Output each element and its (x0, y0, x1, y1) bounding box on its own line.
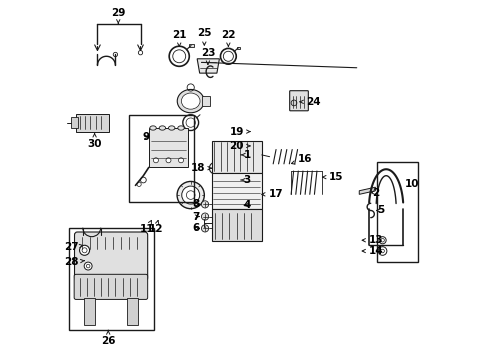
Text: 27: 27 (64, 242, 82, 252)
Circle shape (201, 201, 208, 208)
Circle shape (140, 177, 146, 183)
Text: 4: 4 (243, 200, 250, 210)
Ellipse shape (177, 89, 203, 113)
Text: 16: 16 (291, 154, 312, 164)
Circle shape (165, 158, 171, 163)
Ellipse shape (178, 126, 184, 130)
Text: 19: 19 (229, 127, 249, 136)
Bar (376, 162, 418, 262)
Text: 2: 2 (370, 188, 378, 198)
Bar (236, 46, 240, 49)
Bar (126, 298, 137, 324)
Text: 9: 9 (142, 132, 149, 142)
Text: 26: 26 (101, 330, 115, 346)
Text: 12: 12 (148, 220, 163, 234)
Circle shape (182, 186, 199, 204)
Bar (129, 116, 193, 202)
Text: 20: 20 (229, 141, 249, 151)
Text: 18: 18 (190, 163, 211, 173)
Text: 25: 25 (197, 28, 211, 45)
Bar (211, 140, 261, 173)
FancyBboxPatch shape (289, 91, 308, 111)
Text: 13: 13 (362, 235, 383, 245)
Circle shape (137, 182, 141, 186)
Polygon shape (359, 187, 375, 194)
Text: 15: 15 (322, 172, 343, 182)
Text: 30: 30 (87, 133, 102, 149)
Text: 1: 1 (241, 150, 250, 160)
Text: 23: 23 (200, 48, 215, 64)
FancyBboxPatch shape (74, 232, 147, 281)
Ellipse shape (159, 126, 165, 130)
Text: 10: 10 (404, 179, 419, 189)
Bar (76, 114, 109, 132)
Text: 11: 11 (140, 220, 154, 234)
Text: 28: 28 (64, 257, 84, 267)
Circle shape (201, 213, 208, 220)
Circle shape (378, 237, 386, 244)
Bar (202, 96, 210, 107)
Circle shape (80, 245, 89, 255)
Text: 14: 14 (362, 246, 383, 256)
Text: 24: 24 (300, 97, 320, 107)
Bar (70, 117, 78, 128)
Text: 21: 21 (172, 30, 186, 46)
Bar (211, 209, 261, 241)
Circle shape (177, 181, 204, 209)
Bar (189, 44, 193, 47)
Bar (83, 298, 94, 324)
Text: 22: 22 (221, 30, 235, 46)
Circle shape (290, 100, 296, 106)
Bar (211, 173, 261, 209)
Text: 6: 6 (192, 224, 199, 233)
Polygon shape (197, 59, 219, 73)
Circle shape (378, 247, 386, 255)
Ellipse shape (168, 126, 175, 130)
Text: 8: 8 (192, 199, 199, 210)
Ellipse shape (149, 126, 156, 130)
Text: 5: 5 (376, 206, 384, 216)
Circle shape (178, 158, 183, 163)
Circle shape (209, 162, 221, 174)
Text: 29: 29 (111, 8, 125, 23)
Circle shape (153, 158, 158, 163)
FancyBboxPatch shape (74, 274, 147, 300)
Text: 7: 7 (192, 212, 200, 221)
Bar (148, 128, 188, 167)
Circle shape (84, 262, 92, 270)
Text: 3: 3 (241, 175, 250, 185)
Bar (69, 228, 153, 330)
Circle shape (201, 225, 208, 232)
Ellipse shape (181, 93, 200, 109)
Text: 17: 17 (261, 189, 283, 199)
